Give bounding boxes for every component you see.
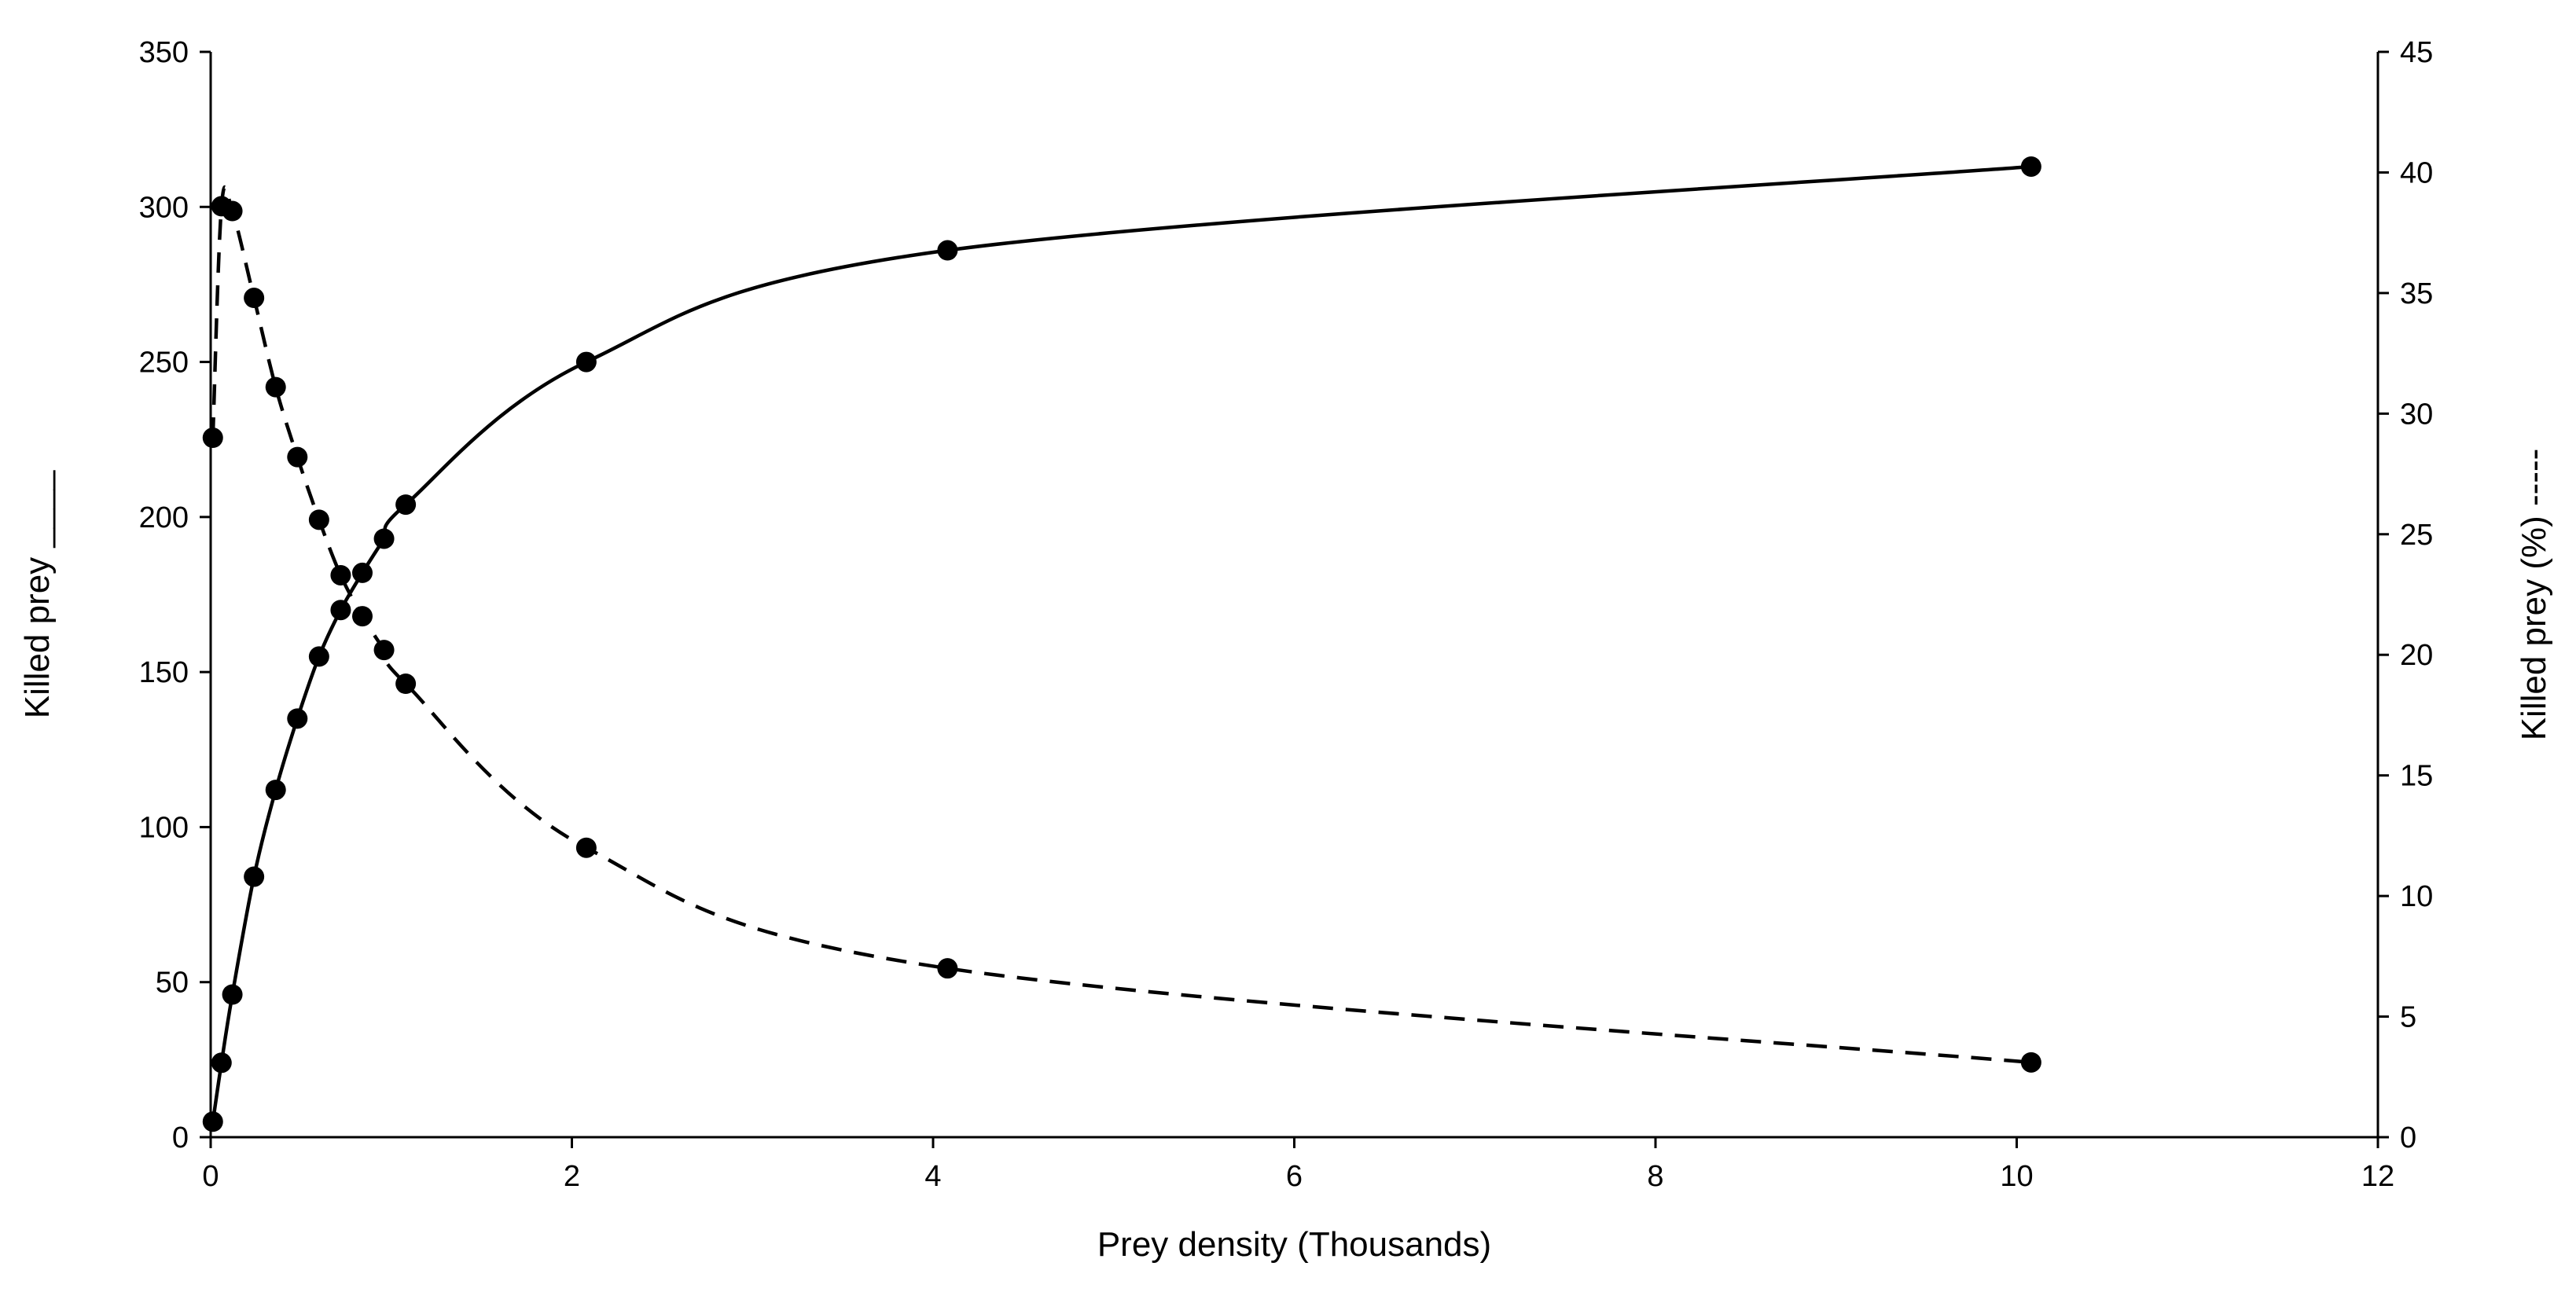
x-tick-label: 4: [924, 1160, 941, 1193]
y-left-tick-label: 50: [156, 967, 189, 1000]
y-left-tick-label: 200: [139, 501, 189, 534]
axis-titles: Prey density (Thousands) Killed prey ___…: [18, 449, 2553, 1264]
killed-prey-point: [330, 600, 351, 621]
killed-prey-percent-point: [351, 606, 373, 627]
killed-prey-point: [287, 708, 308, 729]
killed-prey-point: [937, 240, 958, 261]
ticks: 0 2 4 6 8 10 120501001502002503003500510152025…: [139, 36, 2434, 1193]
y-right-tick-label: 0: [2400, 1121, 2416, 1154]
killed-prey-point: [202, 1111, 223, 1132]
x-tick-label: 10: [2000, 1160, 2033, 1193]
y-right-tick-label: 35: [2400, 277, 2433, 310]
killed-prey-point: [351, 562, 373, 583]
series: [202, 156, 2041, 1132]
y-left-tick-label: 250: [139, 347, 189, 380]
y-left-tick-label: 100: [139, 811, 189, 844]
y-right-tick-label: 45: [2400, 36, 2433, 69]
y-left-tick-label: 150: [139, 656, 189, 689]
killed-prey-point: [222, 984, 243, 1005]
x-tick-label: 6: [1286, 1160, 1303, 1193]
killed-prey-point: [244, 866, 265, 887]
y-left-tick-label: 300: [139, 191, 189, 224]
x-tick-label: 0: [202, 1160, 219, 1193]
y-right-tick-label: 25: [2400, 519, 2433, 552]
killed-prey-percent-point: [244, 288, 265, 309]
killed-prey-percent-point: [202, 428, 223, 449]
killed-prey-percent-point: [2020, 1052, 2041, 1073]
killed-prey-point: [308, 646, 329, 667]
x-axis-title: Prey density (Thousands): [1097, 1225, 1491, 1264]
killed-prey-point: [395, 494, 417, 516]
y-right-tick-label: 20: [2400, 639, 2433, 672]
y-right-tick-label: 5: [2400, 1001, 2416, 1034]
y-right-tick-label: 10: [2400, 880, 2433, 913]
y-left-tick-label: 350: [139, 36, 189, 69]
killed-prey-percent-point: [308, 509, 329, 530]
y-left-tick-label: 0: [172, 1121, 189, 1154]
killed-prey-point: [211, 1052, 232, 1074]
y-right-tick-label: 30: [2400, 398, 2433, 431]
y-right-tick-label: 15: [2400, 760, 2433, 793]
killed-prey-percent-point: [287, 446, 308, 468]
killed-prey-percent-point: [395, 674, 417, 695]
killed-prey-percent-point: [575, 837, 597, 858]
killed-prey-percent-point: [373, 640, 395, 661]
killed-prey-percent-point: [937, 958, 958, 979]
x-tick-label: 8: [1647, 1160, 1663, 1193]
killed-prey-point: [373, 528, 395, 549]
killed-prey-point: [265, 780, 286, 801]
killed-prey-point: [575, 351, 597, 373]
killed-prey-percent-point: [222, 200, 243, 222]
x-tick-label: 12: [2361, 1160, 2394, 1193]
x-tick-label: 2: [564, 1160, 580, 1193]
y-axis-right-title: Killed prey (%) -----: [2515, 449, 2553, 741]
y-axis-left-title: Killed prey ____: [18, 470, 57, 718]
y-right-tick-label: 40: [2400, 156, 2433, 189]
killed-prey-line: [211, 164, 2032, 1122]
killed-prey-percent-point: [265, 376, 286, 398]
killed-prey-point: [2020, 156, 2041, 177]
killed-prey-percent-point: [330, 564, 351, 585]
